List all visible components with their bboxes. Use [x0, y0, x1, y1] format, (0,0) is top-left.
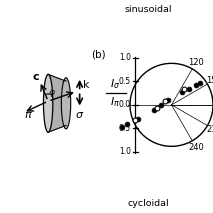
Text: 1.0: 1.0: [119, 53, 131, 62]
Text: 240: 240: [188, 143, 204, 152]
Text: 120: 120: [188, 58, 204, 67]
Text: $I_\pi$: $I_\pi$: [110, 96, 120, 109]
Text: (b): (b): [91, 50, 106, 60]
Ellipse shape: [43, 74, 53, 132]
Text: 150: 150: [206, 76, 213, 85]
Text: 0.5: 0.5: [119, 77, 131, 86]
Polygon shape: [48, 74, 66, 132]
Text: $I_\sigma$: $I_\sigma$: [110, 77, 121, 91]
Text: sinusoidal: sinusoidal: [124, 5, 172, 14]
Ellipse shape: [61, 78, 71, 129]
Text: 210: 210: [206, 125, 213, 134]
Text: 0.0: 0.0: [119, 100, 131, 109]
Text: $\pi$: $\pi$: [24, 110, 33, 120]
Text: cycloidal: cycloidal: [127, 199, 169, 208]
Text: 1.0: 1.0: [119, 147, 131, 157]
Text: c: c: [33, 72, 40, 82]
Text: 0.5: 0.5: [119, 124, 131, 133]
Text: $\varphi$: $\varphi$: [48, 88, 55, 99]
Text: k: k: [83, 80, 90, 89]
Text: $\sigma$: $\sigma$: [75, 110, 84, 120]
